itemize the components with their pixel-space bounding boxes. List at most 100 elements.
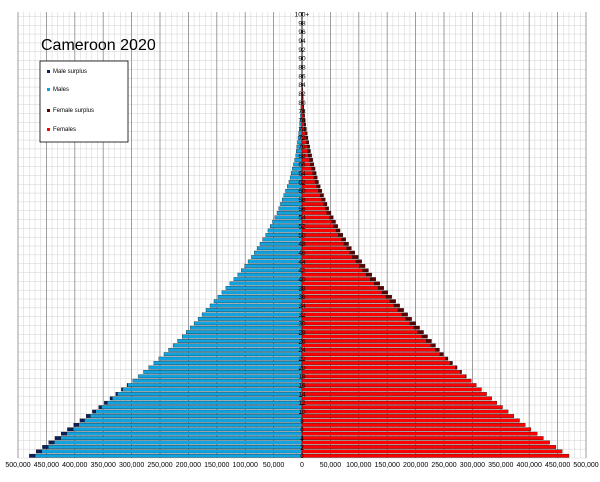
- age-tick-label: 8: [300, 418, 304, 425]
- male-bar: [143, 370, 303, 374]
- female-surplus-bar: [421, 334, 428, 339]
- age-tick-label: 80: [298, 100, 306, 107]
- female-surplus-bar: [305, 131, 308, 136]
- age-tick-label: 48: [298, 241, 306, 248]
- male-surplus-bar: [115, 392, 118, 396]
- age-tick-label: 96: [298, 29, 306, 36]
- age-tick-label: 64: [298, 170, 306, 177]
- x-axis-tick-labels: 500,000 450,000 400,000 350,000 300,000 250,0…: [5, 462, 598, 469]
- age-tick-label: 54: [298, 215, 306, 222]
- male-bar: [127, 383, 303, 387]
- male-surplus-bar: [98, 405, 102, 410]
- female-bar: [301, 440, 550, 445]
- female-surplus-bar: [355, 259, 362, 264]
- age-tick-label: 72: [298, 135, 306, 142]
- male-bar: [66, 431, 303, 436]
- female-bar: [301, 317, 407, 321]
- male-bar: [177, 339, 303, 343]
- female-surplus-bar: [314, 180, 319, 184]
- male-bar: [107, 400, 303, 405]
- male-bar: [233, 277, 303, 282]
- age-tick-label: 16: [298, 382, 306, 389]
- female-bar: [301, 347, 436, 352]
- female-surplus-bar: [343, 241, 349, 246]
- female-bar: [301, 414, 515, 418]
- male-bar: [122, 387, 303, 392]
- male-bar: [251, 255, 303, 259]
- female-surplus-bar: [302, 105, 305, 109]
- female-bar: [301, 352, 441, 357]
- age-tick-label: 12: [298, 400, 306, 407]
- age-tick-label: 2: [300, 444, 304, 451]
- female-surplus-bar: [325, 206, 329, 211]
- male-bar: [259, 241, 303, 246]
- male-surplus-bar: [92, 409, 96, 414]
- female-bar: [301, 361, 451, 365]
- female-bar: [301, 286, 379, 290]
- legend-swatch-females: [47, 128, 50, 131]
- male-bar: [247, 259, 303, 264]
- male-surplus-bar: [104, 400, 108, 405]
- female-bar: [301, 299, 391, 304]
- male-bar: [221, 290, 303, 295]
- female-surplus-bar: [313, 175, 318, 180]
- female-bar: [301, 294, 387, 299]
- female-bar: [301, 312, 403, 317]
- female-surplus-bar: [352, 255, 359, 259]
- female-bar: [301, 237, 342, 242]
- male-bar: [148, 365, 303, 370]
- age-tick-label: 30: [298, 321, 306, 328]
- female-surplus-bar: [312, 171, 317, 176]
- age-tick-label: 100+: [295, 12, 310, 19]
- male-bar: [60, 436, 303, 440]
- female-bar: [301, 268, 363, 273]
- age-tick-label: 28: [298, 329, 306, 336]
- age-tick-label: 62: [298, 179, 306, 186]
- female-bar: [301, 255, 353, 259]
- age-tick-label: 14: [298, 391, 306, 398]
- age-tick-label: 4: [300, 435, 304, 442]
- age-tick-label: 86: [298, 73, 306, 80]
- male-bar: [138, 374, 303, 379]
- legend: Male surplus Males Female surplus Female…: [39, 60, 129, 143]
- female-surplus-bar: [307, 149, 311, 153]
- age-tick-label: 76: [298, 117, 306, 124]
- male-surplus-bar: [61, 431, 67, 436]
- male-bar: [189, 325, 303, 330]
- male-bar: [193, 321, 303, 326]
- male-bar: [229, 281, 303, 286]
- female-bar: [301, 374, 466, 379]
- male-bar: [205, 308, 303, 312]
- x-tick-label: 250,000: [147, 462, 172, 469]
- male-bar: [182, 334, 303, 339]
- female-surplus-bar: [460, 370, 462, 374]
- age-tick-label: 42: [298, 268, 306, 275]
- female-surplus-bar: [405, 317, 412, 321]
- bars: [29, 12, 570, 458]
- legend-swatch-male-surplus: [47, 70, 50, 73]
- x-tick-label: 500,000: [5, 462, 30, 469]
- age-tick-label: 50: [298, 232, 306, 239]
- age-tick-label: 22: [298, 356, 306, 363]
- male-bar: [34, 453, 303, 458]
- age-tick-label: 68: [298, 153, 306, 160]
- legend-label-males: Males: [53, 87, 69, 93]
- female-surplus-bar: [366, 272, 373, 277]
- female-surplus-bar: [326, 211, 332, 215]
- age-tick-label: 18: [298, 374, 306, 381]
- female-bar: [301, 445, 557, 449]
- female-surplus-bar: [306, 140, 309, 145]
- female-surplus-bar: [417, 330, 424, 335]
- female-surplus-bar: [304, 122, 306, 127]
- female-surplus-bar: [426, 339, 432, 343]
- female-bar: [301, 400, 497, 405]
- female-surplus-bar: [373, 281, 380, 286]
- male-bar: [47, 445, 303, 449]
- male-bar: [201, 312, 303, 317]
- female-bar: [301, 431, 538, 436]
- male-surplus-bar: [73, 423, 79, 427]
- age-tick-label: 94: [298, 38, 306, 45]
- male-bar: [237, 272, 303, 277]
- age-tick-label: 6: [300, 427, 304, 434]
- female-surplus-bar: [306, 144, 310, 149]
